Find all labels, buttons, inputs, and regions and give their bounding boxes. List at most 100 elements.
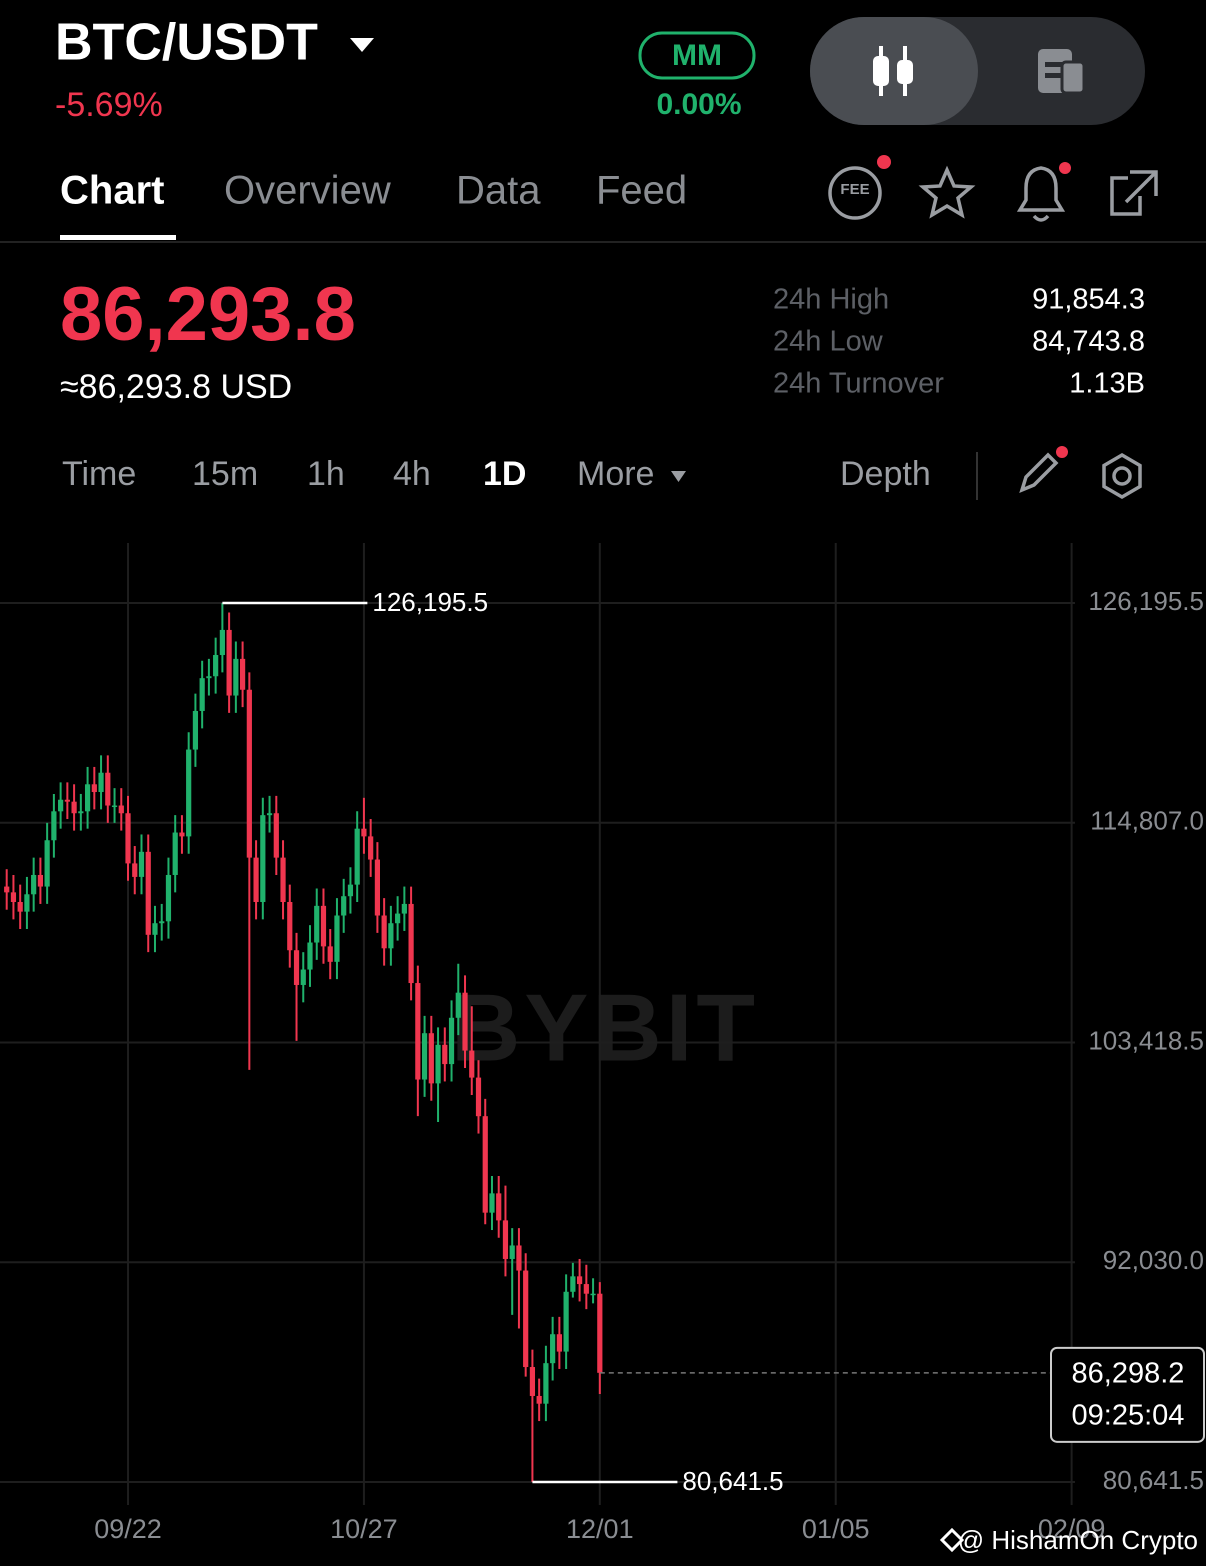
candle-body <box>374 859 380 916</box>
candle-body <box>550 1334 556 1364</box>
candle-body <box>408 903 414 984</box>
candle-body <box>233 658 239 696</box>
candle-body <box>293 950 300 985</box>
candle-body <box>165 874 172 922</box>
marker-label: 80,641.5 <box>682 1466 783 1496</box>
candle-body <box>354 828 360 885</box>
candle-body <box>368 836 374 860</box>
candle-body <box>98 772 104 793</box>
candle-view[interactable] <box>810 17 978 125</box>
candle-body <box>219 629 225 656</box>
candle-body <box>361 828 367 837</box>
badge-box <box>638 31 756 80</box>
candle-body <box>78 811 84 814</box>
candle-body <box>118 805 124 814</box>
candle-body <box>570 1276 576 1292</box>
tab[interactable]: Feed <box>596 169 687 213</box>
candle-body <box>442 1044 448 1065</box>
candle-body <box>455 992 461 1018</box>
candle-body <box>226 629 232 696</box>
pair[interactable]: BTC/USDT <box>55 14 318 72</box>
candle-body <box>563 1291 569 1352</box>
candle-body <box>17 902 23 912</box>
candle-body <box>523 1270 529 1368</box>
stat-value: 84,743.8 <box>1032 326 1145 358</box>
candle-body <box>84 784 91 812</box>
timeframe[interactable]: 15m <box>192 455 258 493</box>
candle-body <box>260 815 266 903</box>
candle-body <box>334 915 340 962</box>
countdown: 09:25:04 <box>1072 1400 1185 1432</box>
candle-body <box>509 1245 515 1259</box>
tab[interactable]: Overview <box>224 169 391 213</box>
more-caret <box>671 471 686 482</box>
usd-price: ≈86,293.8 USD <box>60 368 292 406</box>
chart-tools[interactable] <box>1019 452 1142 500</box>
candle-body <box>206 676 212 679</box>
x-tick-label: 12/01 <box>566 1514 634 1544</box>
candle-body <box>287 902 293 951</box>
marker-label: 126,195.5 <box>372 587 488 617</box>
stat-label: 24h Low <box>773 326 884 358</box>
last-price-box <box>1050 1346 1205 1443</box>
candle-body <box>529 1367 536 1396</box>
timeframe[interactable]: 1D <box>483 455 526 493</box>
candle-body <box>327 946 333 962</box>
info-view[interactable] <box>1038 49 1086 95</box>
candle-body <box>31 874 37 895</box>
candle-body <box>179 832 185 837</box>
toolbar-icons[interactable]: FEE <box>828 165 1158 222</box>
timeframe[interactable]: 4h <box>393 455 431 493</box>
badge-dot <box>1056 446 1068 458</box>
candle-body <box>388 923 394 949</box>
tab[interactable]: Data <box>456 169 541 213</box>
candle-body <box>401 903 407 914</box>
candle-body <box>347 884 354 897</box>
badge-change: 0.00% <box>656 88 741 121</box>
candle-body <box>192 710 199 750</box>
candle-body <box>381 915 387 949</box>
stat-label: 24h High <box>773 284 889 316</box>
chart: BYBIT 80,641.5 92,030.0 103,418.5 114,807.0 1… <box>0 543 1205 1544</box>
stat-value: 1.13B <box>1069 368 1145 400</box>
candle-body <box>213 655 219 677</box>
timeframe[interactable]: Time <box>62 455 136 493</box>
candle-body <box>240 658 246 690</box>
candle-body <box>502 1220 509 1259</box>
candle-body <box>428 1033 434 1084</box>
candle-body <box>138 851 145 877</box>
tab[interactable]: Chart <box>60 169 164 213</box>
y-tick-label: 92,030.0 <box>1103 1245 1204 1275</box>
candle-body <box>469 1050 475 1078</box>
candle-body <box>145 851 151 935</box>
candle-body <box>496 1193 502 1221</box>
candle-body <box>543 1363 549 1404</box>
candle-body <box>37 874 43 887</box>
last-price: 86,293.8 <box>60 272 356 357</box>
candle-body <box>280 857 286 903</box>
candle-body <box>10 892 17 903</box>
badge: MM <box>672 39 722 72</box>
candle-icon <box>873 46 913 96</box>
timeframe[interactable]: More <box>577 455 654 493</box>
change: -5.69% <box>55 86 163 124</box>
timeframes: Time 15m 1h 4h 1D More <box>62 455 654 493</box>
timeframe[interactable]: 1h <box>307 455 345 493</box>
y-tick-label: 114,807.0 <box>1090 806 1204 836</box>
candle-body <box>577 1276 583 1285</box>
candle-body <box>489 1193 495 1213</box>
depth-tab[interactable]: Depth <box>840 455 931 493</box>
tabs: Chart Overview Data Feed <box>60 169 687 213</box>
candle-body <box>24 894 30 912</box>
candle-body <box>475 1077 482 1117</box>
candle-body <box>536 1395 542 1404</box>
candle-body <box>172 832 178 875</box>
x-tick-label: 10/27 <box>330 1514 398 1544</box>
candle-body <box>125 813 131 864</box>
badge-dot <box>877 155 891 169</box>
candle-body <box>199 678 205 711</box>
pair-dropdown[interactable] <box>350 38 374 52</box>
candle-body <box>71 801 77 814</box>
candle-body <box>320 905 327 947</box>
